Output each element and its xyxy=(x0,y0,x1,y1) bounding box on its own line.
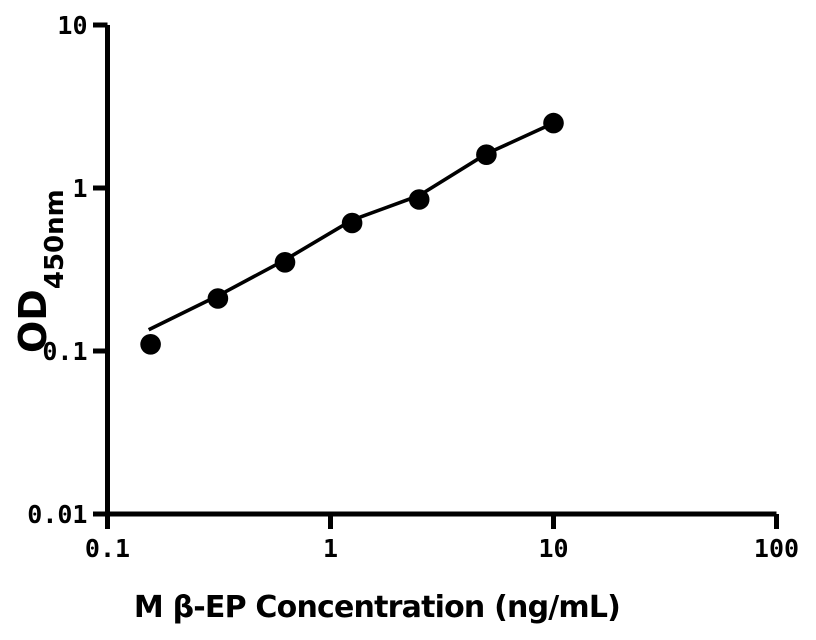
y-axis-tick-label: 1 xyxy=(72,174,87,203)
y-axis-tick-label: 10 xyxy=(57,11,87,40)
x-axis-tick-label: 10 xyxy=(538,534,568,563)
data-point xyxy=(543,112,564,134)
data-point xyxy=(274,251,296,273)
data-point xyxy=(476,144,497,165)
data-point xyxy=(408,189,430,210)
data-points-layer xyxy=(140,112,564,355)
y-axis-tick-label: 0.1 xyxy=(42,337,87,366)
y-axis-title: OD450nm xyxy=(11,189,70,353)
x-axis-tick-label: 1 xyxy=(323,534,338,563)
axis-ticks xyxy=(93,22,779,529)
x-axis-tick-label: 0.1 xyxy=(85,534,130,563)
axes xyxy=(105,25,777,517)
y-axis-title-subscript: 450nm xyxy=(40,189,70,289)
axis-tick-labels: 10 1 0.1 0.01 0.1 1 10 100 xyxy=(27,11,799,563)
data-point xyxy=(207,288,229,309)
axis-spines xyxy=(105,25,777,517)
y-axis-title-main: OD xyxy=(11,289,55,353)
data-point xyxy=(341,212,363,234)
x-axis-tick-label: 100 xyxy=(754,534,799,563)
data-point xyxy=(140,334,161,355)
x-axis-title: M β-EP Concentration (ng/mL) xyxy=(134,590,620,625)
y-axis-tick-label: 0.01 xyxy=(27,500,87,529)
